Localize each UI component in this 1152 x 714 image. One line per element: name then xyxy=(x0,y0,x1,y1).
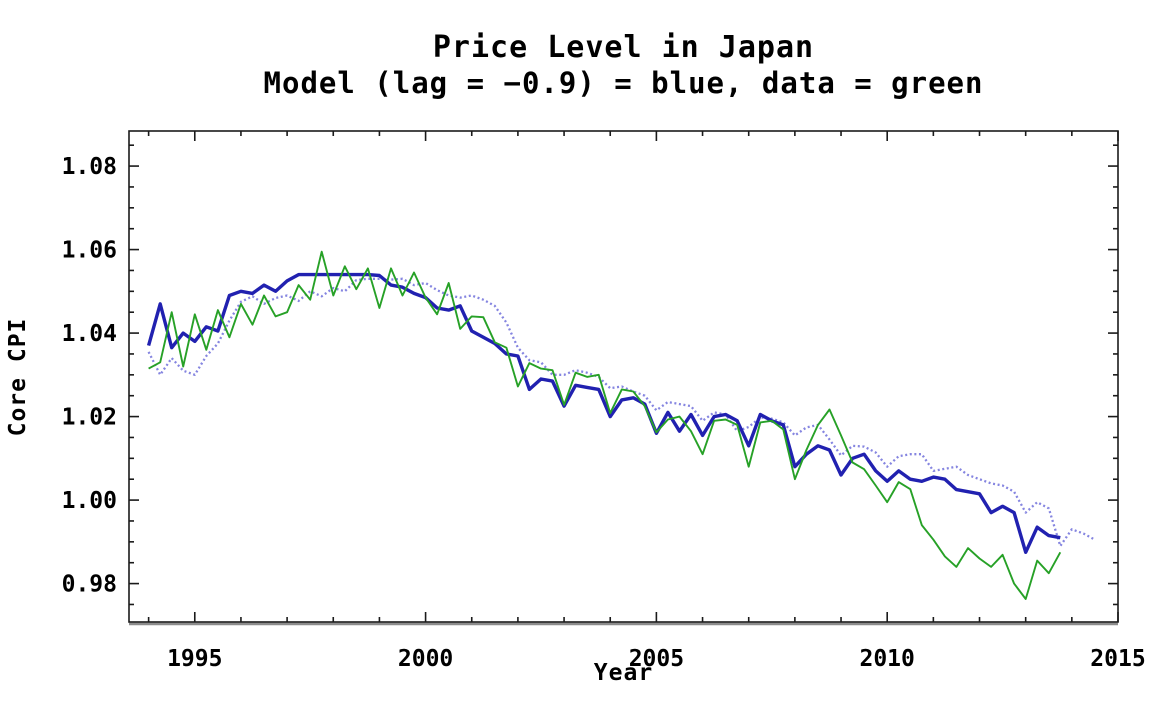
chart-subtitle: Model (lag = −0.9) = blue, data = green xyxy=(263,66,984,100)
x-tick-label: 2015 xyxy=(1090,646,1145,672)
y-tick-label: 1.04 xyxy=(62,321,117,347)
x-tick-label: 2005 xyxy=(629,646,684,672)
x-tick-label: 1995 xyxy=(167,646,222,672)
x-axis-label: Year xyxy=(593,660,654,686)
y-axis-label: Core CPI xyxy=(5,317,31,437)
series-model-unlagged xyxy=(147,277,1096,548)
x-tick-label: 2000 xyxy=(398,646,453,672)
plot-frame xyxy=(128,130,1119,623)
chart-title: Price Level in Japan xyxy=(432,30,815,65)
y-tick-label: 1.08 xyxy=(62,154,117,180)
y-tick-label: 1.02 xyxy=(62,405,117,431)
y-tick-label: 1.06 xyxy=(62,238,117,264)
y-tick-label: 1.00 xyxy=(62,488,117,514)
series-model-lag-0-9 xyxy=(146,272,1061,554)
x-tick-label: 2010 xyxy=(859,646,914,672)
series-data xyxy=(148,250,1062,600)
y-tick-label: 0.98 xyxy=(62,572,117,598)
